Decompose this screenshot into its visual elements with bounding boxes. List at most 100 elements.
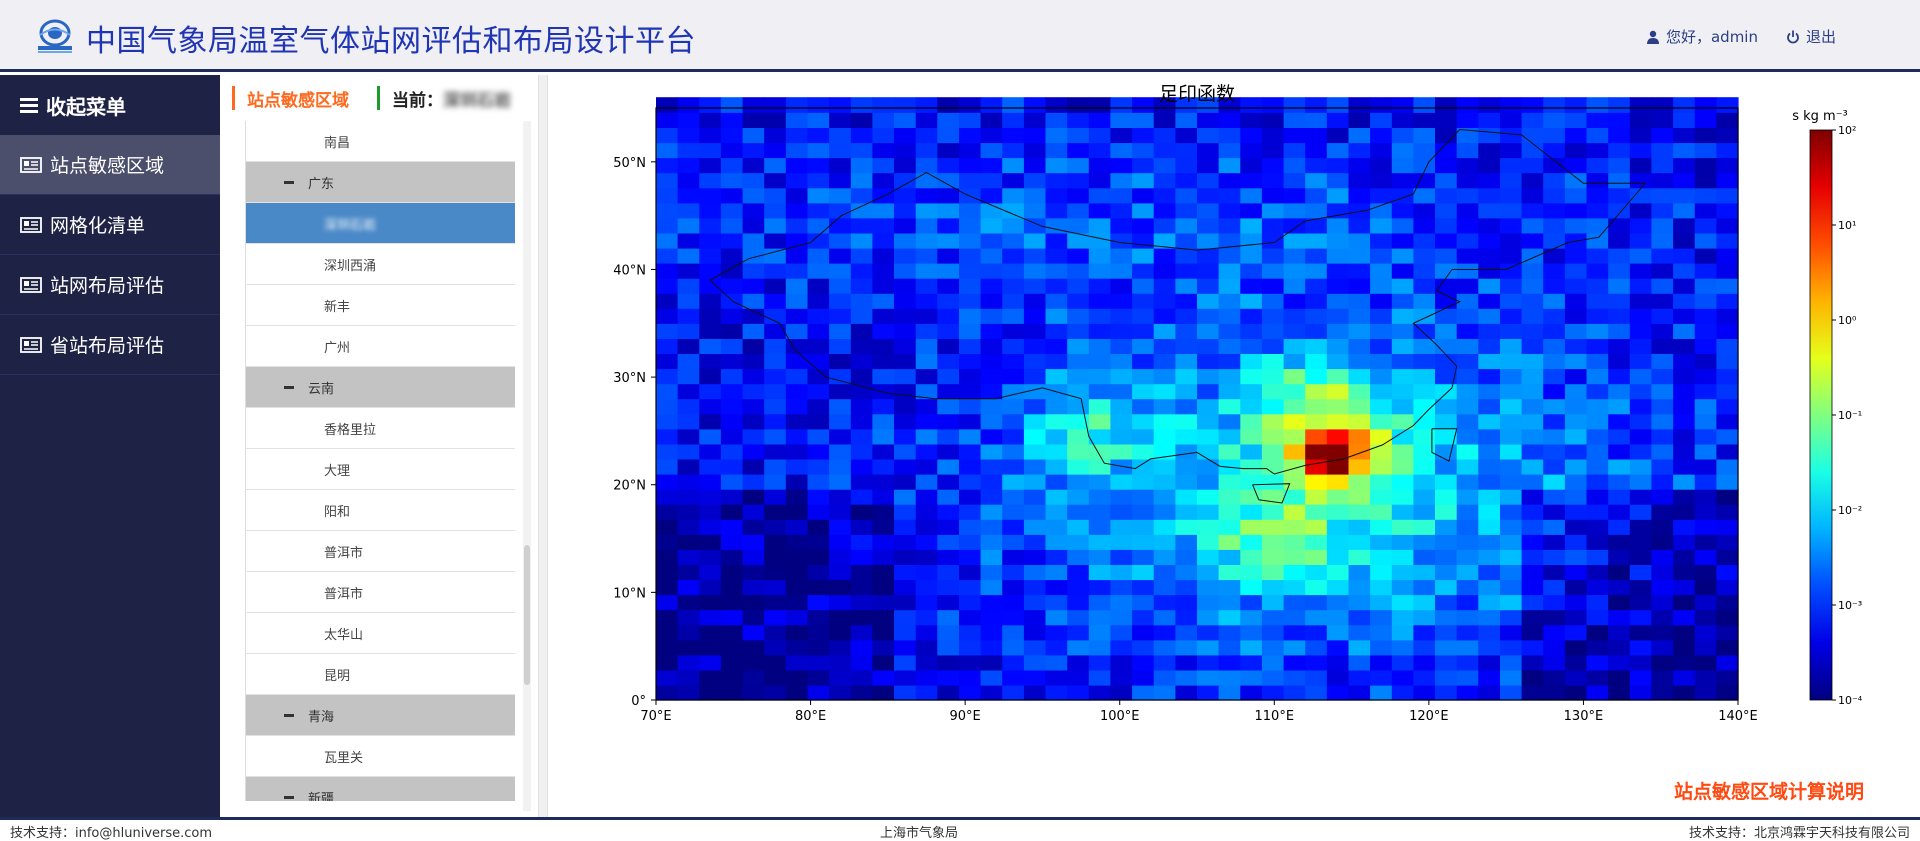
heatmap-cell <box>1543 564 1566 581</box>
heatmap-cell <box>894 564 917 581</box>
heatmap-cell <box>720 669 744 686</box>
tree-group-row[interactable]: 青海 <box>246 695 515 736</box>
heatmap-cell <box>677 639 700 656</box>
collapse-minus-icon[interactable] <box>284 713 294 717</box>
heatmap-cell <box>1283 443 1306 460</box>
heatmap-cell <box>959 353 982 370</box>
heatmap-cell <box>894 594 917 611</box>
heatmap-cell <box>1088 112 1111 128</box>
heatmap-cell <box>677 489 700 505</box>
heatmap-cell <box>980 308 1003 324</box>
heatmap-cell <box>1348 323 1371 339</box>
tree-station-row[interactable]: 新丰 <box>246 285 515 326</box>
tree-station-row[interactable]: 太华山 <box>246 613 515 654</box>
heatmap-cell <box>1175 504 1198 520</box>
heatmap-cell <box>1435 609 1458 626</box>
heatmap-cell <box>1370 293 1393 309</box>
heatmap-cell <box>807 293 830 309</box>
heatmap-cell <box>1521 157 1544 174</box>
heatmap-cell <box>1261 293 1285 309</box>
user-greeting[interactable]: 您好，admin <box>1646 26 1758 47</box>
collapse-minus-icon[interactable] <box>284 795 294 799</box>
heatmap-cell <box>1694 368 1717 385</box>
calculation-explanation-link[interactable]: 站点敏感区域计算说明 <box>1673 781 1864 803</box>
tree-station-row[interactable]: 香格里拉 <box>246 408 515 449</box>
heatmap-cell <box>1673 519 1696 535</box>
colorbar-tick-label: 10² <box>1838 124 1856 137</box>
sidebar-item-3[interactable]: 省站布局评估 <box>0 315 220 375</box>
tree-station-row[interactable]: 瓦里关 <box>246 736 515 777</box>
heatmap-cell <box>829 624 852 641</box>
heatmap-cell <box>1673 142 1696 159</box>
tree-group-row[interactable]: 广东 <box>246 162 515 203</box>
heatmap-cell <box>742 669 765 686</box>
heatmap-cell <box>1478 413 1501 430</box>
tree-scrollbar-thumb[interactable] <box>524 545 530 685</box>
tree-group-row[interactable]: 新疆 <box>246 777 515 801</box>
heatmap-cell <box>1175 549 1198 565</box>
heatmap-cell <box>1651 594 1674 611</box>
heatmap-cell <box>1586 489 1609 505</box>
heatmap-cell <box>1240 368 1263 385</box>
heatmap-cell <box>1023 458 1047 475</box>
tree-station-row[interactable]: 普洱市 <box>246 531 515 572</box>
heatmap-cell <box>1651 172 1674 189</box>
panel-divider[interactable] <box>538 75 548 817</box>
heatmap-cell <box>720 247 744 264</box>
heatmap-cell <box>829 669 852 686</box>
heatmap-cell <box>807 413 830 430</box>
sidebar-item-0[interactable]: 站点敏感区域 <box>0 135 220 195</box>
heatmap-cell <box>872 413 895 430</box>
tree-group-row[interactable]: 云南 <box>246 367 515 408</box>
heatmap-cell <box>1608 624 1631 641</box>
heatmap-cell <box>1673 458 1696 475</box>
heatmap-cell <box>785 609 808 626</box>
heatmap-cell <box>1586 549 1609 565</box>
heatmap-cell <box>894 413 917 430</box>
heatmap-cell <box>1694 112 1717 128</box>
tree-station-row[interactable]: 深圳石岩 <box>246 203 515 244</box>
heatmap-cell <box>1326 443 1349 460</box>
heatmap-cell <box>1478 428 1501 445</box>
logout-button[interactable]: 退出 <box>1786 26 1836 47</box>
newspaper-icon <box>20 216 42 233</box>
tree-station-row[interactable]: 普洱市 <box>246 572 515 613</box>
sidebar-item-2[interactable]: 站网布局评估 <box>0 255 220 315</box>
heatmap-cell <box>829 112 852 128</box>
heatmap-cell <box>1608 639 1631 656</box>
heatmap-cell <box>807 127 830 144</box>
tree-station-row[interactable]: 深圳西涌 <box>246 244 515 285</box>
heatmap-cell <box>699 458 722 475</box>
sidebar-item-1[interactable]: 网格化清单 <box>0 195 220 255</box>
collapse-menu-button[interactable]: 收起菜单 <box>0 75 220 135</box>
heatmap-cell <box>1456 368 1479 385</box>
heatmap-cell <box>1023 549 1047 565</box>
heatmap-cell <box>1110 428 1133 445</box>
tree-station-row[interactable]: 南昌 <box>246 121 515 162</box>
collapse-minus-icon[interactable] <box>284 180 294 184</box>
heatmap-cell <box>1521 549 1544 565</box>
heatmap-cell <box>1521 217 1544 234</box>
tree-station-row[interactable]: 广州 <box>246 326 515 367</box>
heatmap-cell <box>1651 278 1674 294</box>
tree-scrollbar[interactable] <box>523 121 531 811</box>
heatmap-cell <box>1110 172 1133 189</box>
heatmap-cell <box>1391 142 1414 159</box>
heatmap-cell <box>764 534 787 550</box>
tree-station-row[interactable]: 大理 <box>246 449 515 490</box>
heatmap-cell <box>1521 263 1544 279</box>
tree-station-row[interactable]: 阳和 <box>246 490 515 531</box>
heatmap-cell <box>785 338 808 354</box>
heatmap-cell <box>959 157 982 174</box>
heatmap-cell <box>1088 232 1111 249</box>
heatmap-cell <box>1608 504 1631 520</box>
heatmap-cell <box>1067 564 1090 581</box>
heatmap-cell <box>764 112 787 128</box>
tree-station-row[interactable]: 昆明 <box>246 654 515 695</box>
collapse-minus-icon[interactable] <box>284 385 294 389</box>
heatmap-cell <box>1045 579 1068 596</box>
heatmap-cell <box>850 413 873 430</box>
heatmap-cell <box>829 549 852 565</box>
x-tick-label: 90°E <box>950 709 981 724</box>
heatmap-cell <box>1197 398 1220 415</box>
